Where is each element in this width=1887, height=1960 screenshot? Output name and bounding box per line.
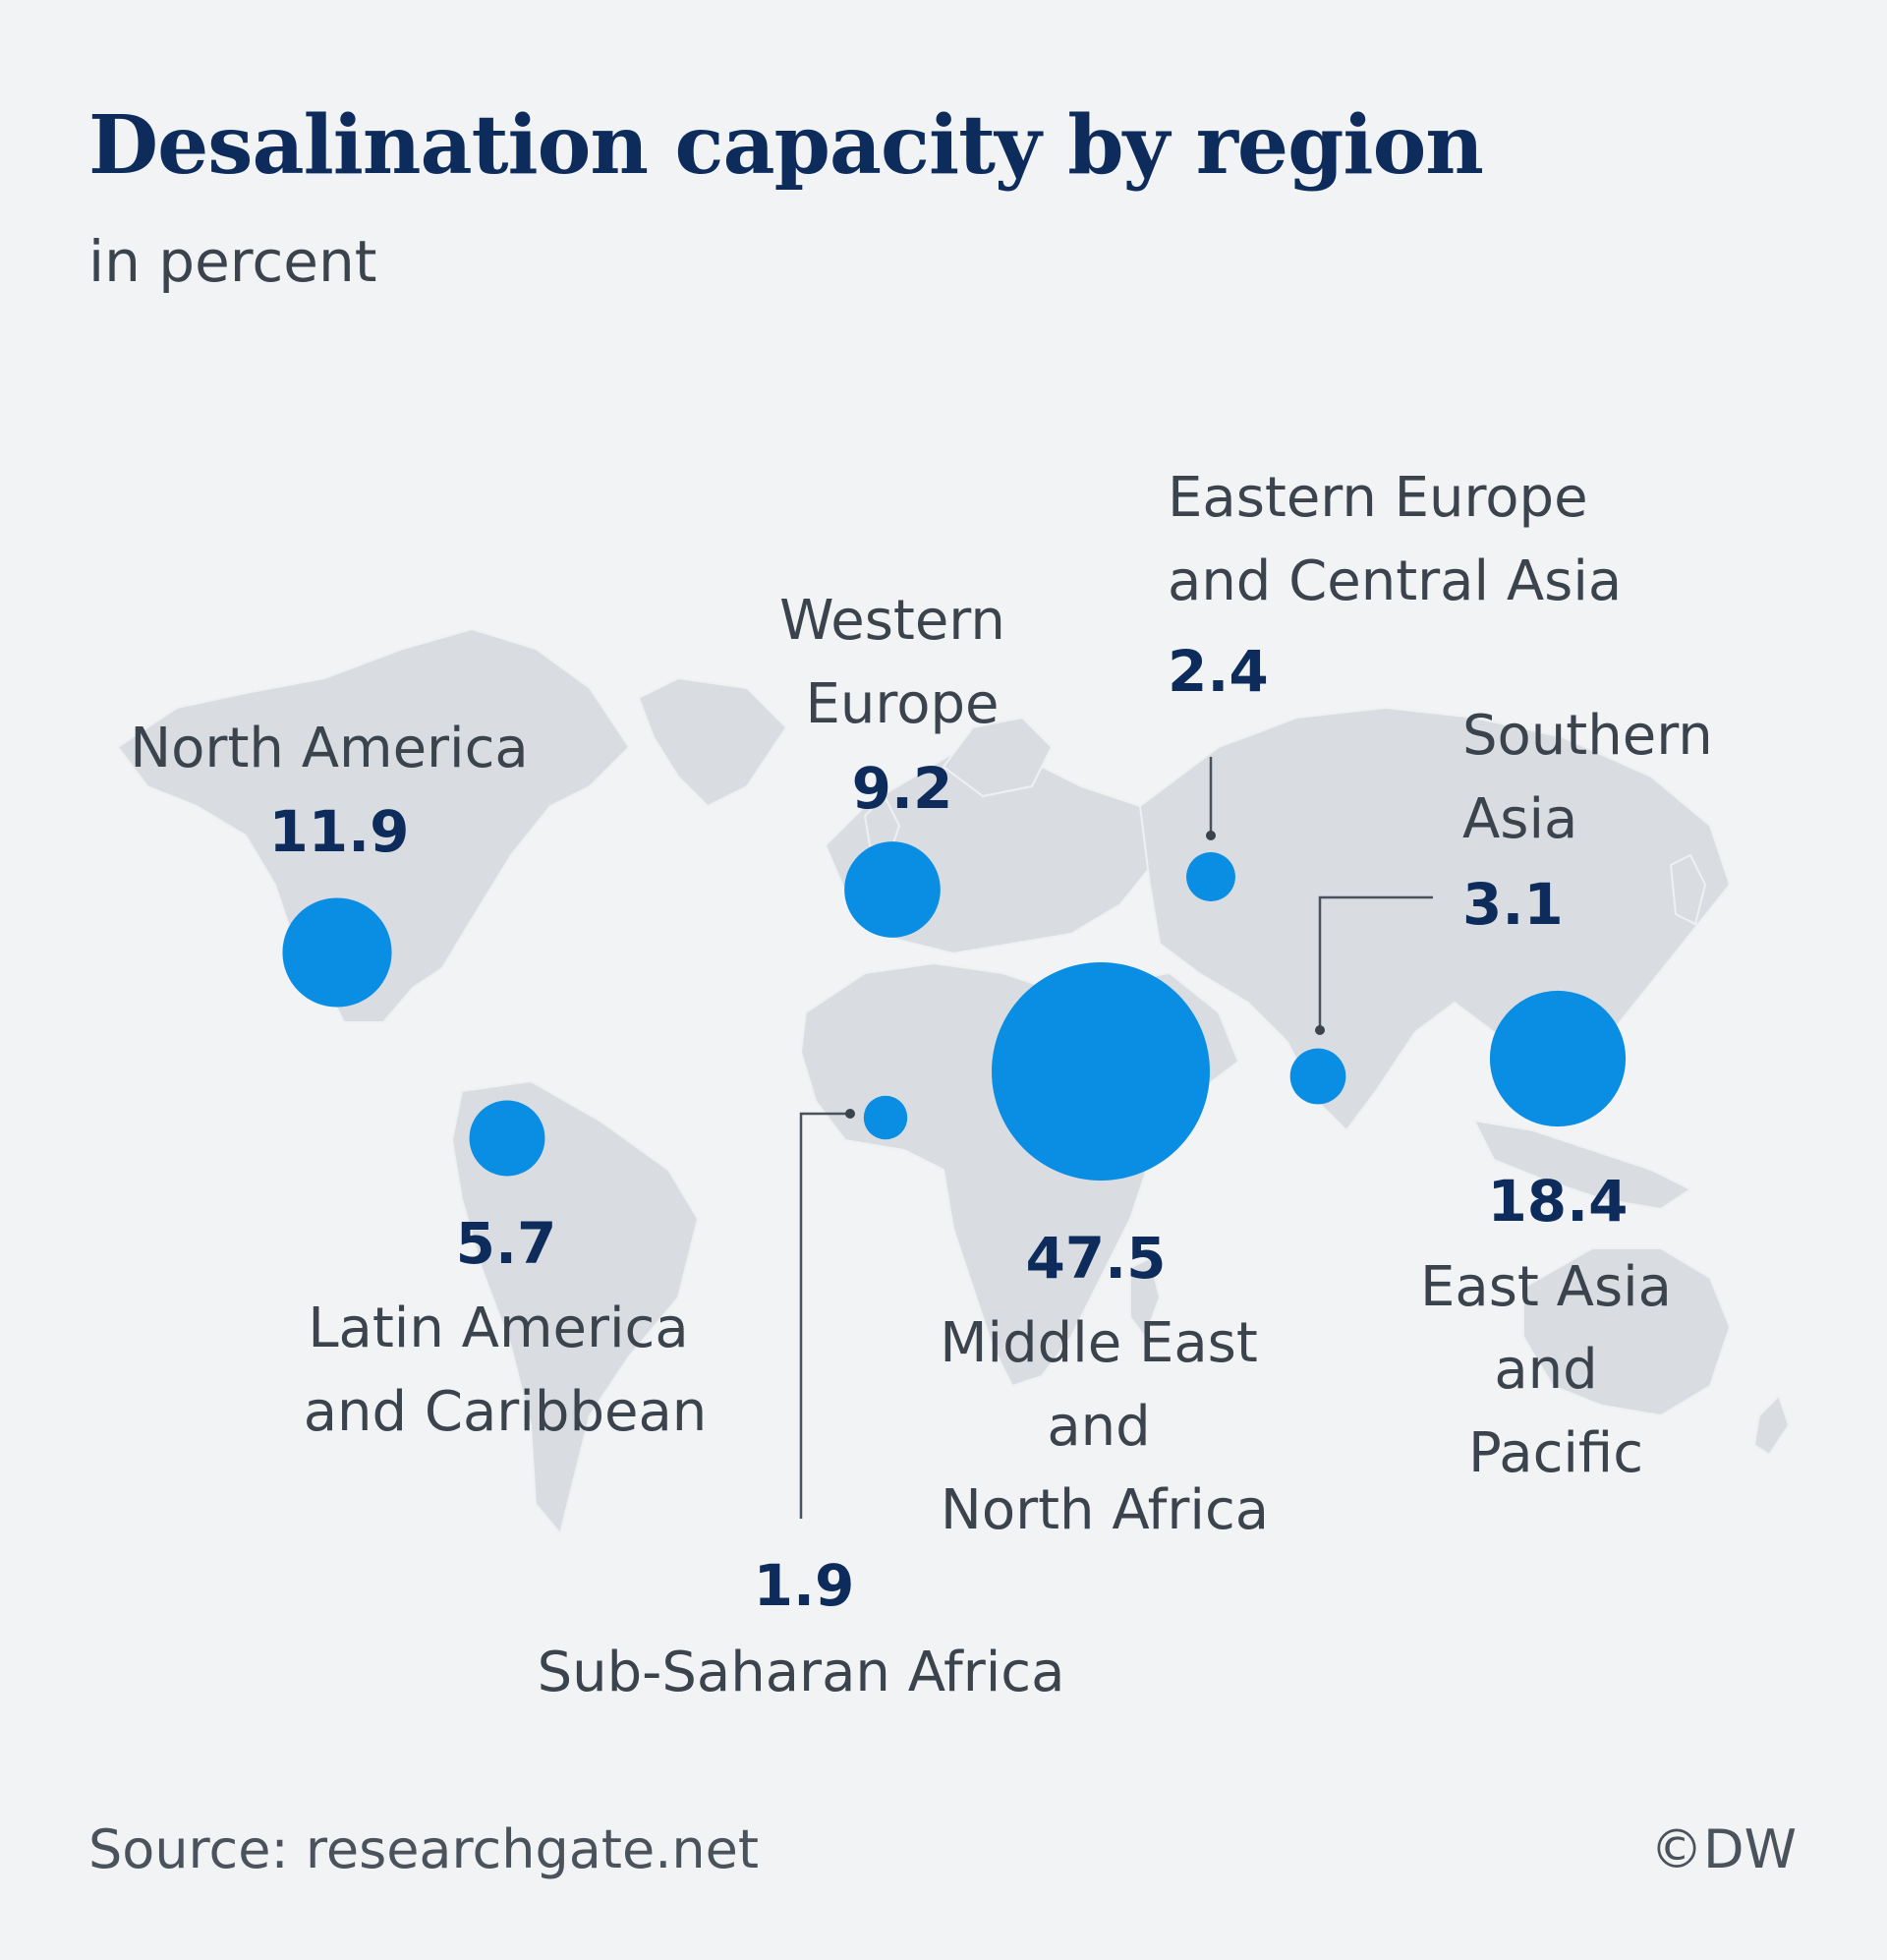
bubble-western-europe (844, 841, 941, 938)
bubble-latin-america-caribbean (469, 1100, 545, 1177)
value-western-europe: 9.2 (852, 755, 953, 822)
landmass-southeast-asia (1472, 1119, 1692, 1211)
leader-dots (845, 831, 1325, 1119)
leader-line-southern-asia (1318, 895, 1433, 1030)
label-east-asia-pacific-line-1: East Asia (1420, 1255, 1672, 1319)
region-labels: 11.9 North America 9.2 Western Europe 2.4 East… (130, 466, 1712, 1704)
landmass-japan (1669, 853, 1707, 926)
label-latin-america-caribbean-line-1: Latin America (308, 1297, 688, 1360)
value-eastern-europe-central-asia: 2.4 (1168, 638, 1269, 705)
bubble-middle-east-north-africa (992, 962, 1210, 1181)
label-middle-east-north-africa-line-3: North Africa (941, 1478, 1269, 1542)
label-east-asia-pacific-line-3: Pacific (1468, 1421, 1643, 1485)
source-note: Source: researchgate.net (88, 1818, 759, 1880)
leader-lines (799, 757, 1433, 1519)
landmass-new-zealand (1752, 1394, 1791, 1457)
leader-dot-sub-saharan-africa (845, 1109, 855, 1119)
leader-dot-southern-asia (1315, 1025, 1325, 1035)
bubble-east-asia-pacific (1489, 990, 1627, 1127)
chart-title: Desalination capacity by region (88, 98, 1484, 193)
landmass-madagascar (1129, 1256, 1162, 1340)
bubble-north-america (282, 897, 392, 1008)
label-southern-asia-line-1: Southern (1462, 704, 1713, 768)
landmass-uk (863, 794, 901, 857)
label-sub-saharan-africa-line-1: Sub-Saharan Africa (538, 1641, 1065, 1704)
leader-line-sub-saharan-africa (799, 1112, 850, 1519)
landmass-scandinavia (942, 716, 1054, 798)
landmass-greenland (637, 676, 788, 808)
landmass-south-america (450, 1079, 700, 1536)
label-north-america-line-1: North America (130, 717, 528, 780)
value-north-america: 11.9 (268, 798, 409, 865)
value-east-asia-pacific: 18.4 (1487, 1168, 1628, 1235)
value-middle-east-north-africa: 47.5 (1025, 1225, 1166, 1292)
value-southern-asia: 3.1 (1462, 871, 1564, 938)
chart-subtitle: in percent (88, 228, 377, 295)
label-eastern-europe-central-asia-line-1: Eastern Europe (1168, 466, 1588, 530)
bubble-sub-saharan-africa (863, 1095, 908, 1140)
leader-dot-eastern-europe (1206, 831, 1216, 840)
label-east-asia-pacific-line-2: and (1494, 1338, 1597, 1402)
label-middle-east-north-africa-line-1: Middle East (940, 1311, 1258, 1375)
bubble-southern-asia (1289, 1048, 1346, 1105)
label-southern-asia-line-2: Asia (1462, 787, 1577, 851)
value-latin-america-caribbean: 5.7 (456, 1210, 557, 1277)
label-western-europe-line-2: Europe (806, 672, 1000, 736)
bubble-eastern-europe-central-asia (1186, 852, 1235, 901)
value-sub-saharan-africa: 1.9 (754, 1552, 855, 1619)
label-western-europe-line-1: Western (779, 589, 1005, 653)
label-middle-east-north-africa-line-2: and (1047, 1395, 1150, 1459)
copyright-dw: ©DW (1650, 1818, 1797, 1880)
label-eastern-europe-central-asia-line-2: and Central Asia (1168, 549, 1622, 613)
landmass-australia (1522, 1247, 1732, 1417)
bubbles (282, 841, 1627, 1181)
label-latin-america-caribbean-line-2: and Caribbean (304, 1380, 708, 1444)
landmass-north-america (116, 627, 631, 1023)
